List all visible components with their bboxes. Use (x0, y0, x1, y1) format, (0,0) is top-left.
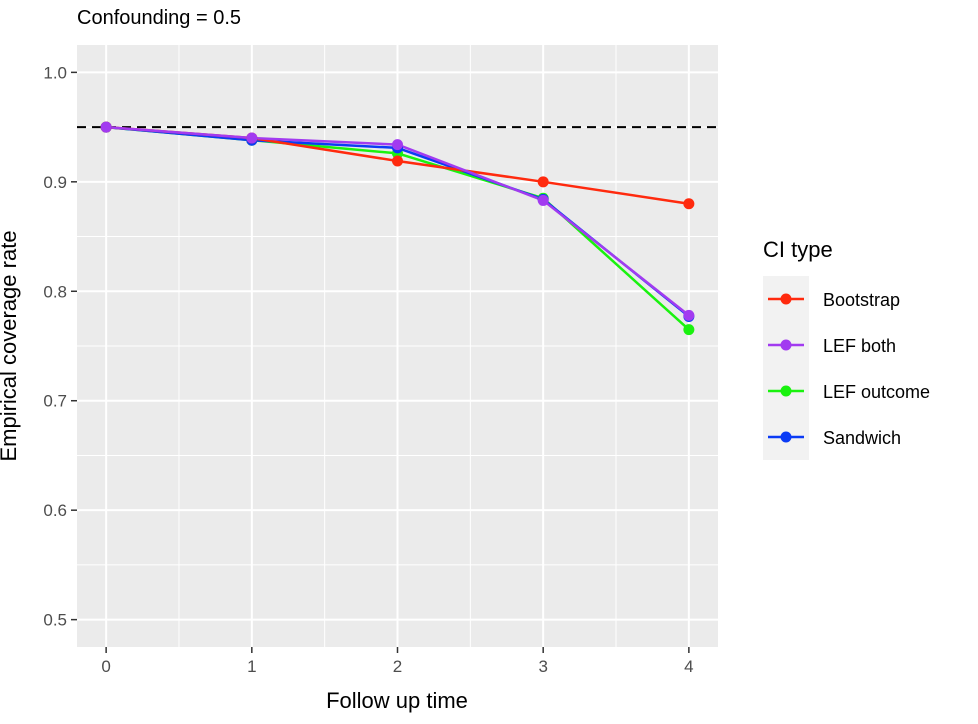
legend-label: LEF outcome (823, 382, 930, 402)
x-tick-label: 4 (684, 657, 693, 676)
chart-title: Confounding = 0.5 (77, 7, 241, 29)
y-tick-label: 0.6 (43, 501, 67, 520)
data-point-bootstrap (392, 155, 403, 167)
y-tick-label: 0.8 (43, 282, 67, 301)
y-axis-ticks: 0.5 0.6 0.7 0.8 0.9 1.0 (43, 63, 77, 630)
y-tick-label: 0.5 (43, 611, 67, 630)
legend-item-bootstrap: Bootstrap (768, 290, 900, 310)
legend-key-point (780, 339, 792, 351)
data-point-lef-both (683, 309, 695, 321)
legend-item-lef-outcome: LEF outcome (768, 382, 930, 402)
legend-label: LEF both (823, 336, 896, 356)
legend-item-lef-both: LEF both (768, 336, 896, 356)
major-gridlines (77, 45, 718, 647)
legend: CI type Bootstrap LEF both LEF outcome Sand… (763, 237, 930, 460)
x-tick-label: 1 (247, 657, 256, 676)
legend-key-point (780, 293, 792, 305)
data-point-lef-both (537, 194, 549, 206)
series-points (100, 121, 695, 336)
legend-label: Bootstrap (823, 290, 900, 310)
x-axis-title: Follow up time (326, 688, 468, 713)
data-point-lef-both (246, 132, 258, 144)
x-tick-label: 0 (101, 657, 110, 676)
data-point-bootstrap (537, 176, 549, 188)
y-tick-label: 0.9 (43, 173, 67, 192)
legend-item-sandwich: Sandwich (768, 428, 901, 448)
legend-key-point (780, 385, 792, 397)
legend-items: Bootstrap LEF both LEF outcome Sandwich (768, 290, 930, 448)
legend-key-background (763, 276, 809, 460)
y-tick-label: 0.7 (43, 392, 67, 411)
data-point-lef-outcome (683, 324, 695, 336)
legend-title: CI type (763, 237, 833, 262)
y-axis-title: Empirical coverage rate (0, 230, 21, 461)
data-point-bootstrap (683, 198, 695, 210)
y-tick-label: 1.0 (43, 63, 67, 82)
x-tick-label: 2 (393, 657, 402, 676)
data-point-lef-both (392, 139, 403, 151)
x-axis-ticks: 0 1 2 3 4 (101, 647, 694, 676)
legend-label: Sandwich (823, 428, 901, 448)
x-tick-label: 3 (538, 657, 547, 676)
legend-key-point (780, 431, 792, 443)
data-point-lef-both (100, 121, 112, 133)
